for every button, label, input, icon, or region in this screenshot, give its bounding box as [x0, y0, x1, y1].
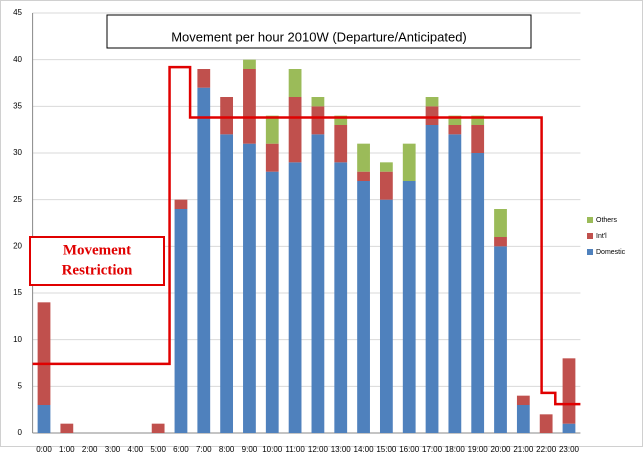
bar-segment: [425, 97, 439, 107]
legend-swatch: [587, 249, 593, 255]
x-tick-label: 19:00: [468, 445, 489, 454]
bar-segment: [516, 395, 530, 405]
bar-segment: [220, 134, 234, 434]
x-tick-label: 15:00: [376, 445, 397, 454]
bar-segment: [448, 134, 462, 434]
bar-segment: [197, 69, 211, 88]
bar-segment: [151, 423, 165, 433]
bar-segment: [174, 209, 188, 433]
bar-segment: [448, 125, 462, 135]
y-tick-label: 10: [13, 335, 22, 344]
bar-segment: [471, 115, 485, 125]
y-tick-label: 30: [13, 148, 22, 157]
legend-label: Domestic: [596, 249, 626, 256]
bar-segment: [311, 134, 325, 434]
bar-segment: [265, 143, 279, 172]
bar-segment: [448, 115, 462, 125]
bar-segment: [288, 97, 302, 163]
bar-segment: [402, 143, 416, 181]
bar-segment: [494, 209, 507, 237]
bar-segment: [288, 69, 302, 97]
x-tick-label: 10:00: [262, 445, 283, 454]
bar-segment: [220, 97, 234, 135]
bar-segment: [60, 423, 74, 433]
bar-segment: [243, 59, 256, 69]
bar-segment: [494, 237, 507, 247]
bar-segment: [379, 162, 393, 172]
bar-segment: [494, 246, 507, 433]
bar-segment: [265, 115, 279, 144]
bar-segment: [311, 97, 325, 107]
bar-segment: [243, 143, 256, 433]
bar-segment: [425, 106, 439, 125]
x-tick-label: 23:00: [559, 445, 580, 454]
y-tick-label: 20: [13, 241, 22, 250]
y-tick-label: 15: [13, 288, 22, 297]
x-tick-label: 17:00: [422, 445, 443, 454]
x-tick-label: 2:00: [82, 445, 98, 454]
y-tick-label: 35: [13, 101, 22, 110]
x-tick-label: 16:00: [399, 445, 420, 454]
bar-segment: [379, 171, 393, 200]
title-box: [106, 14, 532, 49]
legend-swatch: [587, 217, 593, 223]
bar-segment: [334, 115, 348, 125]
bar-segment: [357, 171, 370, 181]
bar-segment: [357, 143, 370, 172]
x-tick-label: 8:00: [219, 445, 235, 454]
annotation: Movement: [63, 242, 131, 258]
bar-segment: [357, 181, 370, 433]
bar-segment: [243, 69, 256, 144]
bar-segment: [174, 199, 188, 209]
x-tick-label: 5:00: [150, 445, 166, 454]
x-tick-label: 1:00: [59, 445, 75, 454]
x-tick-label: 20:00: [490, 445, 511, 454]
bar-segment: [197, 87, 211, 434]
bar-segment: [516, 405, 530, 433]
bar-segment: [539, 414, 553, 433]
x-tick-label: 6:00: [173, 445, 189, 454]
chart-title: Movement per hour 2010W (Departure/Antic…: [171, 29, 467, 44]
legend-label: Int'l: [596, 233, 607, 240]
x-tick-label: 22:00: [536, 445, 557, 454]
restriction-line: [32, 65, 581, 406]
x-tick-label: 7:00: [196, 445, 212, 454]
bar-segment: [265, 171, 279, 433]
x-tick-label: 3:00: [105, 445, 121, 454]
x-tick-label: 9:00: [242, 445, 258, 454]
bar-segment: [37, 302, 51, 405]
bar-segment: [471, 125, 485, 153]
y-tick-label: 5: [18, 381, 23, 390]
bar-segment: [334, 162, 348, 434]
x-tick-label: 13:00: [331, 445, 352, 454]
x-tick-label: 4:00: [128, 445, 144, 454]
bar-segment: [562, 423, 576, 433]
legend-label: Others: [596, 217, 618, 224]
bar-segment: [402, 181, 416, 433]
bar-segment: [471, 153, 485, 433]
bar-segment: [288, 162, 302, 434]
bar-segment: [379, 199, 393, 433]
annotation-box: [29, 236, 165, 286]
bar-segment: [562, 358, 576, 424]
bar-segment: [425, 125, 439, 433]
y-tick-label: 25: [13, 195, 22, 204]
bar-segment: [311, 106, 325, 135]
x-tick-label: 14:00: [354, 445, 375, 454]
y-tick-label: 0: [18, 428, 23, 437]
bar-segment: [37, 405, 51, 433]
legend-swatch: [587, 233, 593, 239]
x-tick-label: 0:00: [36, 445, 52, 454]
x-tick-label: 11:00: [285, 445, 305, 454]
bar-segment: [334, 125, 348, 163]
x-tick-label: 21:00: [513, 445, 534, 454]
y-tick-label: 40: [13, 55, 22, 64]
x-tick-label: 12:00: [308, 445, 329, 454]
annotation: Restriction: [62, 262, 133, 278]
x-tick-label: 18:00: [445, 445, 466, 454]
y-tick-label: 45: [13, 8, 22, 17]
plot-area: 0 5 10 15 20 25 30 35 40 45 0:00 1:00 2:00 3:00 4:00 5:…: [13, 8, 581, 454]
